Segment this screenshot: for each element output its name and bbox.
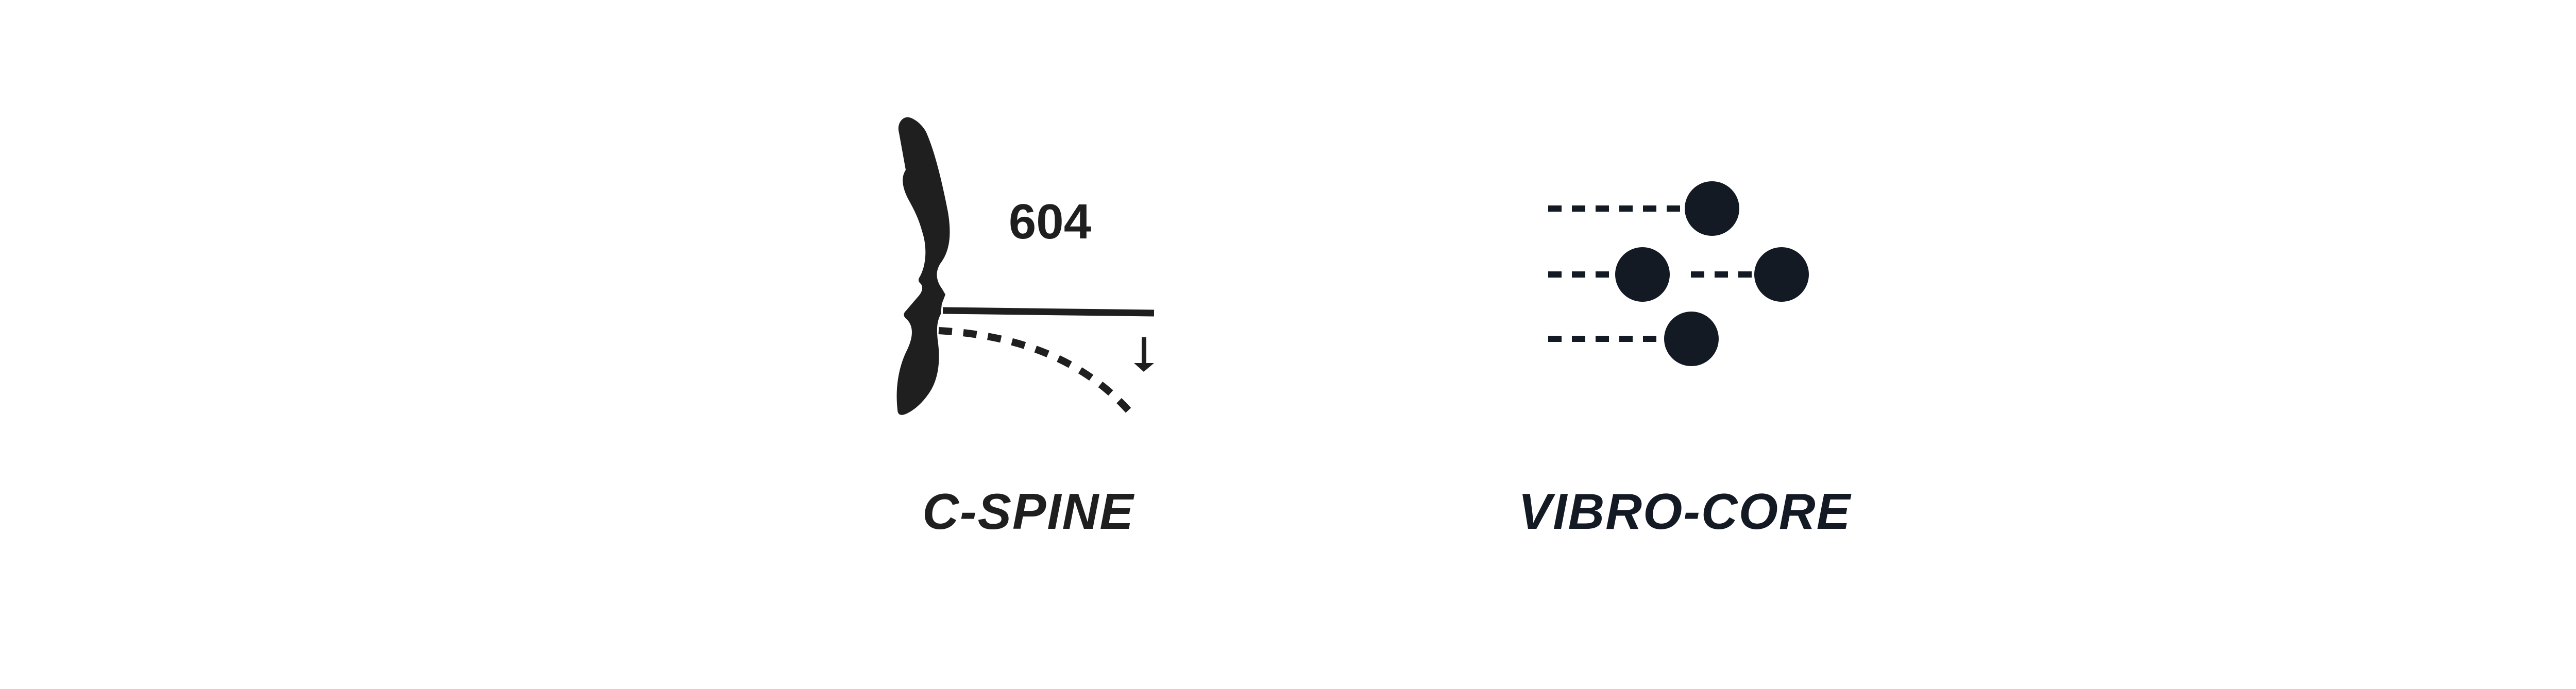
dot-1	[1685, 181, 1739, 236]
dot-4	[1664, 312, 1719, 366]
neutral-line	[942, 307, 1155, 317]
dot-2	[1615, 247, 1670, 302]
vibro-core-feature: VIBRO-CORE	[1518, 181, 1852, 540]
arrow-down-icon	[1134, 337, 1154, 372]
vibration-dots-icon	[1548, 181, 1809, 366]
head-profile-silhouette	[896, 117, 950, 415]
tilt-dashed-curve	[938, 327, 1137, 419]
angle-value: 604	[1009, 194, 1091, 249]
dot-3	[1754, 247, 1809, 302]
head-neck-tilt-icon	[896, 117, 1155, 419]
feature-label-vibro-core: VIBRO-CORE	[1518, 483, 1852, 540]
feature-label-c-spine: C-SPINE	[922, 483, 1134, 540]
c-spine-feature: 604 C-SPINE	[896, 117, 1155, 540]
